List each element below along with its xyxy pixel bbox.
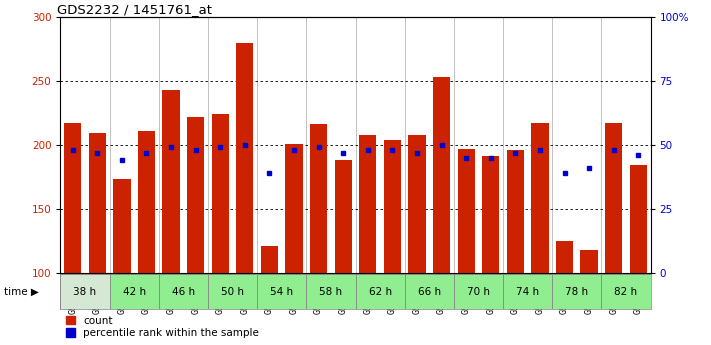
Text: 38 h: 38 h: [73, 287, 97, 296]
Bar: [306, 274, 356, 309]
Text: 50 h: 50 h: [221, 287, 244, 296]
Bar: [208, 274, 257, 309]
Bar: [187, 117, 204, 273]
Bar: [138, 131, 155, 273]
Text: 42 h: 42 h: [122, 287, 146, 296]
Bar: [109, 274, 159, 309]
Text: time ▶: time ▶: [4, 287, 38, 296]
Bar: [384, 140, 401, 273]
Bar: [60, 274, 109, 309]
Bar: [159, 274, 208, 309]
Bar: [310, 125, 327, 273]
Bar: [261, 246, 278, 273]
Bar: [359, 135, 376, 273]
Bar: [531, 123, 548, 273]
Bar: [89, 134, 106, 273]
Text: 82 h: 82 h: [614, 287, 638, 296]
Text: 58 h: 58 h: [319, 287, 343, 296]
Text: GDS2232 / 1451761_at: GDS2232 / 1451761_at: [58, 3, 213, 16]
Text: 46 h: 46 h: [172, 287, 195, 296]
Bar: [236, 43, 253, 273]
Bar: [482, 156, 499, 273]
Bar: [405, 274, 454, 309]
Text: 66 h: 66 h: [417, 287, 441, 296]
Bar: [163, 90, 180, 273]
Bar: [503, 274, 552, 309]
Text: 54 h: 54 h: [270, 287, 294, 296]
Bar: [285, 144, 303, 273]
Bar: [602, 274, 651, 309]
Bar: [454, 274, 503, 309]
Bar: [552, 274, 602, 309]
Bar: [507, 150, 524, 273]
Text: 62 h: 62 h: [368, 287, 392, 296]
Bar: [113, 179, 131, 273]
Bar: [335, 160, 352, 273]
Bar: [630, 165, 647, 273]
Text: 74 h: 74 h: [516, 287, 539, 296]
Text: 78 h: 78 h: [565, 287, 589, 296]
Bar: [356, 274, 405, 309]
Bar: [458, 149, 475, 273]
Bar: [212, 114, 229, 273]
Bar: [580, 249, 598, 273]
Bar: [257, 274, 306, 309]
Bar: [408, 135, 426, 273]
Bar: [64, 123, 81, 273]
Bar: [605, 123, 622, 273]
Text: 70 h: 70 h: [467, 287, 490, 296]
Bar: [433, 77, 450, 273]
Legend: count, percentile rank within the sample: count, percentile rank within the sample: [65, 316, 260, 338]
Bar: [556, 240, 573, 273]
